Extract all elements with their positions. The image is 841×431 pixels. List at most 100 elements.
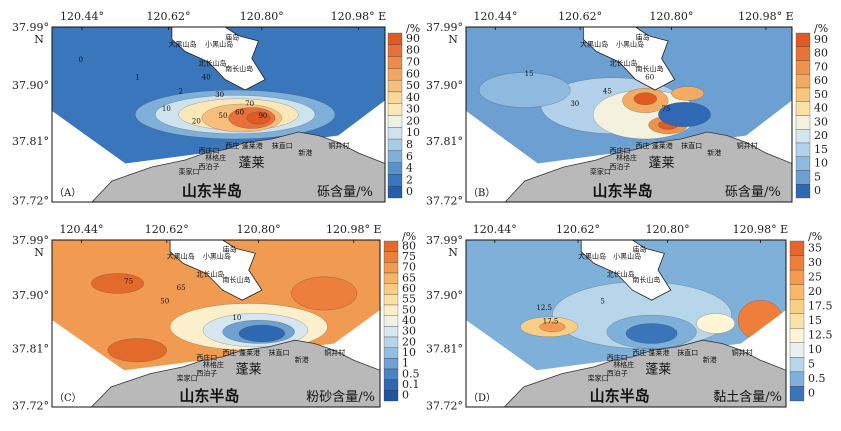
colorbar-tick: 65 xyxy=(402,271,416,284)
colorbar-tick: 6 xyxy=(406,150,413,163)
place-name: 小黑山岛 xyxy=(203,251,231,260)
place-name: 铜井村 xyxy=(324,348,345,357)
contour-region xyxy=(107,338,167,363)
contour-label: 20 xyxy=(192,117,201,125)
place-name: 栾家口 xyxy=(177,373,198,382)
islands xyxy=(580,240,672,301)
colorbar-tick: 0 xyxy=(406,185,413,198)
colorbar-swatch xyxy=(383,283,399,295)
contour-label: 12.5 xyxy=(536,304,552,312)
colorbar-swatch xyxy=(387,32,403,45)
colorbar-tick: 8 xyxy=(406,138,413,151)
colorbar-tick: 30 xyxy=(406,103,420,116)
x-tick-label: 120.62° xyxy=(556,223,600,236)
contour-label: 2 xyxy=(179,88,183,96)
contour-label: 90 xyxy=(258,112,267,120)
contour-label: 15 xyxy=(525,70,534,78)
colorbar-unit: /% xyxy=(808,230,822,243)
colorbar-swatch xyxy=(383,336,399,348)
place-name: 蓬莱港 xyxy=(652,141,673,150)
place-name: 大黑山岛 xyxy=(580,39,608,48)
colorbar-tick: 0 xyxy=(808,387,815,400)
colorbar-tick: 12.5 xyxy=(808,329,833,342)
place-name: 西泊子 xyxy=(609,162,630,171)
place-name: 蓬莱港 xyxy=(242,141,263,150)
colorbar-swatch xyxy=(387,186,403,199)
contour-label: 65 xyxy=(177,284,186,292)
y-tick-label: 37.81° xyxy=(426,135,463,148)
colorbar-swatch xyxy=(383,304,399,316)
north-label: N xyxy=(448,33,458,46)
colorbar-tick: 10 xyxy=(402,346,416,359)
colorbar-swatch xyxy=(387,56,403,69)
colorbar-swatch xyxy=(789,313,805,329)
region-title: 山东半岛 xyxy=(590,387,650,405)
colorbar-swatch xyxy=(795,156,811,171)
colorbar-tick: 70 xyxy=(402,261,416,274)
y-tick-label: 37.90° xyxy=(426,289,463,302)
colorbar-tick: 60 xyxy=(814,74,828,87)
place-name: 小黑山岛 xyxy=(205,39,233,48)
colorbar-swatch xyxy=(795,142,811,157)
colorbar-tick: 40 xyxy=(814,102,828,115)
colorbar-swatch xyxy=(789,342,805,358)
contour-region xyxy=(696,313,735,334)
x-tick-label: 120.98° E xyxy=(733,223,789,236)
variable-label: 砾含量/% xyxy=(725,184,781,200)
contour-region xyxy=(658,102,711,127)
contour-region xyxy=(671,86,705,101)
colorbar-tick: 0 xyxy=(814,184,821,197)
place-name: 铜井村 xyxy=(328,141,349,150)
place-name: 新港 xyxy=(295,355,309,364)
colorbar-tick: 20 xyxy=(402,335,416,348)
place-name: 西泊子 xyxy=(607,368,628,377)
y-tick-label: 37.99° xyxy=(426,21,463,34)
x-tick-label: 120.98° E xyxy=(331,10,387,23)
colorbar-tick: 10 xyxy=(814,157,828,170)
colorbar-tick: 2 xyxy=(406,173,413,186)
colorbar-swatch xyxy=(383,251,399,263)
place-name: 南长山岛 xyxy=(223,275,251,284)
contour-label: 10 xyxy=(162,105,171,113)
colorbar-swatch xyxy=(795,101,811,116)
place-name: 蓬莱港 xyxy=(239,348,260,357)
place-name: 北长山岛 xyxy=(199,59,227,68)
colorbar-swatch xyxy=(383,262,399,274)
contour-label: 50 xyxy=(219,112,228,120)
colorbar-swatch xyxy=(795,32,811,47)
place-name: 小黑山岛 xyxy=(616,39,644,48)
contour-label: 50 xyxy=(160,297,169,305)
colorbar-swatch xyxy=(387,79,403,93)
variable-label: 粉砂含量/% xyxy=(306,389,375,405)
colorbar-tick: 17.5 xyxy=(808,299,833,312)
map-frame xyxy=(465,239,787,408)
colorbar-tick: 70 xyxy=(814,60,828,73)
colorbar-swatch xyxy=(795,87,811,102)
colorbar-tick: 5 xyxy=(814,170,821,183)
colorbar-swatch xyxy=(383,315,399,327)
colorbar-tick: 4 xyxy=(406,162,413,175)
place-name: 庙岛 xyxy=(632,245,646,254)
colorbar-tick: 0 xyxy=(402,389,409,402)
contour-label: 10 xyxy=(232,314,241,322)
colorbar-tick: 15 xyxy=(808,314,822,327)
place-name: 铜井村 xyxy=(732,348,753,357)
colorbar-swatch xyxy=(387,44,403,57)
land xyxy=(503,339,786,407)
colorbar-swatch xyxy=(795,129,811,144)
colorbar-swatch xyxy=(789,328,805,343)
colorbar-unit: /% xyxy=(406,22,420,35)
place-name: 蓬莱港 xyxy=(648,348,669,357)
colorbar-tick: 30 xyxy=(814,115,828,128)
x-tick-label: 120.44° xyxy=(60,10,104,23)
colorbar-tick: 35 xyxy=(808,241,822,254)
colorbar-tick: 10 xyxy=(406,126,420,139)
contour-label: 60 xyxy=(645,74,654,82)
colorbar-swatch xyxy=(383,358,399,370)
north-label: N xyxy=(34,246,44,259)
place-name: 抹直口 xyxy=(272,141,293,150)
y-tick-label: 37.81° xyxy=(426,343,463,356)
colorbar-tick: 5 xyxy=(808,358,815,371)
colorbar-tick: 50 xyxy=(402,303,416,316)
